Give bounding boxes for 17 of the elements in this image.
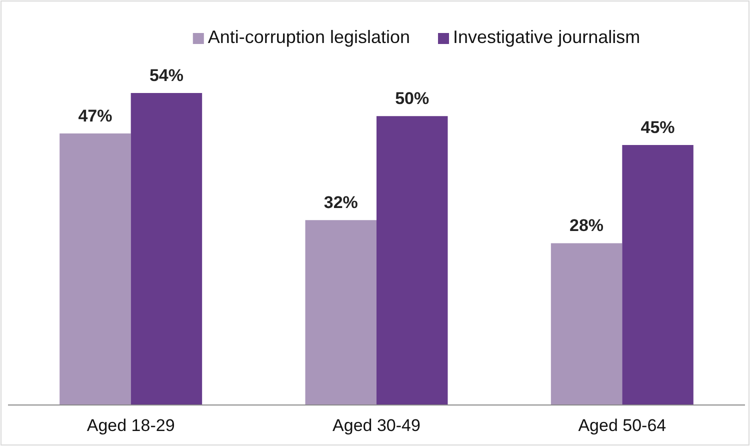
legend-label: Anti-corruption legislation — [208, 27, 410, 47]
bar — [60, 133, 131, 405]
data-label: 28% — [570, 216, 604, 236]
data-label: 47% — [78, 106, 112, 126]
x-tick-label: Aged 30-49 — [332, 416, 420, 436]
bar — [622, 145, 694, 405]
bar — [130, 93, 202, 405]
data-label: 45% — [640, 118, 675, 137]
x-tick-label: Aged 50-64 — [578, 416, 666, 436]
data-label: 54% — [149, 66, 184, 85]
bar — [305, 220, 376, 405]
legend-label: Investigative journalism — [453, 27, 640, 47]
bar — [550, 243, 622, 405]
data-label: 50% — [395, 89, 430, 108]
data-label: 32% — [324, 193, 358, 212]
x-tick-label: Aged 18-29 — [86, 416, 175, 436]
bar — [376, 116, 448, 405]
